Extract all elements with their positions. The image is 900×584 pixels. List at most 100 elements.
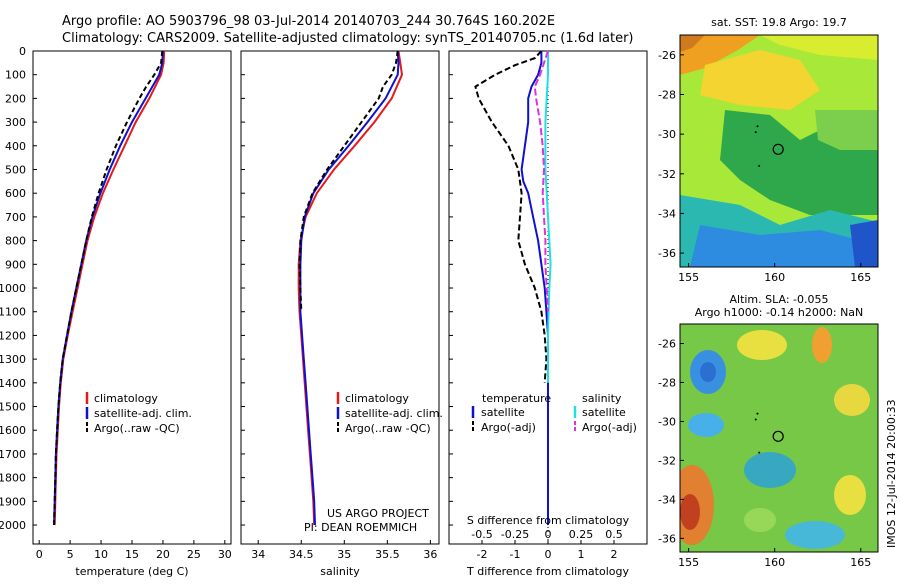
- x-tick-label: 1: [578, 548, 585, 561]
- depth-tick-label: 900: [5, 258, 26, 271]
- depth-tick-label: 700: [5, 211, 26, 224]
- x-tick-label: 15: [125, 548, 139, 561]
- x-tick-label: 0: [545, 548, 552, 561]
- sla-map-ticks: 155 160 165 -26 -28 -30 -32 -34 -36: [658, 337, 871, 569]
- sla-high-2: [812, 327, 832, 363]
- difference-x-ticks: -2 -1 0 1 2: [477, 540, 618, 561]
- map-y-tick-label: -34: [658, 493, 676, 506]
- difference-line: [474, 50, 548, 383]
- t-difference-xlabel: T difference from climatology: [466, 565, 629, 578]
- figure-title-line2: Climatology: CARS2009. Satellite-adjuste…: [62, 31, 634, 46]
- x-tick-label: 36: [423, 548, 437, 561]
- imos-timestamp: IMOS 12-Jul-2014 20:00:33: [885, 399, 898, 548]
- s-tick-label: 0.5: [605, 528, 623, 541]
- temperature-profiles: [53, 50, 166, 526]
- map-y-tick-label: -30: [658, 415, 676, 428]
- temperature-axes: [32, 50, 232, 545]
- sla-mid: [744, 508, 776, 532]
- salinity-legend: climatology satellite-adj. clim. Argo(..…: [336, 392, 443, 435]
- legend-label-t-satellite: satellite: [481, 406, 525, 419]
- track-point: [754, 418, 757, 421]
- depth-tick-label: 2000: [0, 519, 26, 532]
- project-annotation-line2: PI: DEAN ROEMMICH: [304, 521, 417, 534]
- salinity-x-ticks: 34 34.5 35 35.5 36: [251, 540, 437, 561]
- depth-tick-label: 300: [5, 116, 26, 129]
- profile-line: [297, 50, 404, 526]
- sla-heatmap: [680, 324, 878, 552]
- s-tick-label: 0: [545, 528, 552, 541]
- track-point: [758, 164, 761, 167]
- depth-axis: 0 100 200 300 400 500 600 700 800 900 1000 1100 1200…: [0, 45, 453, 532]
- sst-map-title: sat. SST: 19.8 Argo: 19.7: [711, 16, 847, 29]
- legend-label-argo: Argo(..raw -QC): [94, 422, 180, 435]
- s-tick-label: 0.25: [569, 528, 594, 541]
- map-x-tick-label: 165: [850, 556, 871, 569]
- depth-tick-label: 100: [5, 69, 26, 82]
- track-point: [758, 451, 761, 454]
- salinity-axes: [240, 50, 440, 545]
- sst-hot-corner: [680, 35, 705, 52]
- map-x-tick-label: 165: [850, 271, 871, 284]
- legend-heading-temperature: temperature: [482, 392, 551, 405]
- x-tick-label: 25: [187, 548, 201, 561]
- sst-yellow-green: [760, 35, 878, 60]
- x-tick-label: 0: [36, 548, 43, 561]
- depth-tick-label: 1300: [0, 353, 26, 366]
- sst-light-green: [815, 110, 878, 150]
- sla-low-1-core: [700, 362, 716, 382]
- depth-tick-label: 1900: [0, 495, 26, 508]
- temperature-x-ticks: 0 5 10 15 20 25 30: [36, 540, 232, 561]
- sla-map-title-line2: Argo h1000: -0.14 h2000: NaN: [695, 306, 864, 319]
- difference-profiles: [474, 50, 552, 525]
- sla-high-3: [834, 384, 870, 416]
- depth-tick-label: 800: [5, 235, 26, 248]
- depth-tick-label: 200: [5, 92, 26, 105]
- map-y-tick-label: -36: [658, 532, 676, 545]
- sla-map-frame: [679, 323, 879, 553]
- sst-map-frame: [679, 34, 879, 268]
- profile-line: [53, 50, 166, 526]
- map-y-tick-label: -30: [658, 128, 676, 141]
- track-point: [754, 131, 757, 134]
- s-tick-label: -0.5: [471, 528, 492, 541]
- temperature-legend: climatology satellite-adj. clim. Argo(..…: [85, 392, 192, 435]
- map-y-tick-label: -34: [658, 207, 676, 220]
- depth-tick-label: 1100: [0, 306, 26, 319]
- x-tick-label: 35.5: [375, 548, 400, 561]
- difference-line: [544, 51, 552, 383]
- map-y-tick-label: -32: [658, 168, 676, 181]
- legend-label-climatology: climatology: [94, 392, 158, 405]
- sla-low-2: [688, 413, 724, 437]
- map-y-tick-label: -28: [658, 376, 676, 389]
- figure-title-line1: Argo profile: AO 5903796_98 03-Jul-2014 …: [62, 14, 555, 29]
- depth-tick-label: 1200: [0, 329, 26, 342]
- depth-tick-label: 500: [5, 164, 26, 177]
- temperature-xlabel: temperature (deg C): [75, 565, 188, 578]
- sst-yellow-band: [700, 50, 820, 110]
- map-x-tick-label: 155: [678, 556, 699, 569]
- depth-tick-label: 600: [5, 187, 26, 200]
- legend-label-satellite: satellite-adj. clim.: [345, 407, 443, 420]
- x-tick-label: 20: [156, 548, 170, 561]
- profile-line: [299, 50, 400, 526]
- depth-tick-label: 1400: [0, 377, 26, 390]
- depth-tick-label: 0: [19, 45, 26, 58]
- x-tick-label: 2: [611, 548, 618, 561]
- map-y-tick-label: -32: [658, 454, 676, 467]
- depth-tick-label: 1800: [0, 472, 26, 485]
- sla-low-3: [744, 452, 796, 488]
- salinity-profiles: [297, 50, 404, 526]
- x-tick-label: -1: [510, 548, 521, 561]
- difference-legend: temperature salinity satellite Argo(-adj…: [471, 392, 637, 434]
- project-annotation-line1: US ARGO PROJECT: [327, 507, 429, 520]
- profile-line: [53, 50, 164, 526]
- map-y-tick-label: -26: [658, 49, 676, 62]
- depth-tick-label: 1500: [0, 401, 26, 414]
- argo-location-marker: [772, 143, 784, 155]
- x-tick-label: 35: [337, 548, 351, 561]
- depth-tick-label: 1000: [0, 282, 26, 295]
- x-tick-label: 10: [94, 548, 108, 561]
- map-y-tick-label: -26: [658, 337, 676, 350]
- x-tick-label: 5: [67, 548, 74, 561]
